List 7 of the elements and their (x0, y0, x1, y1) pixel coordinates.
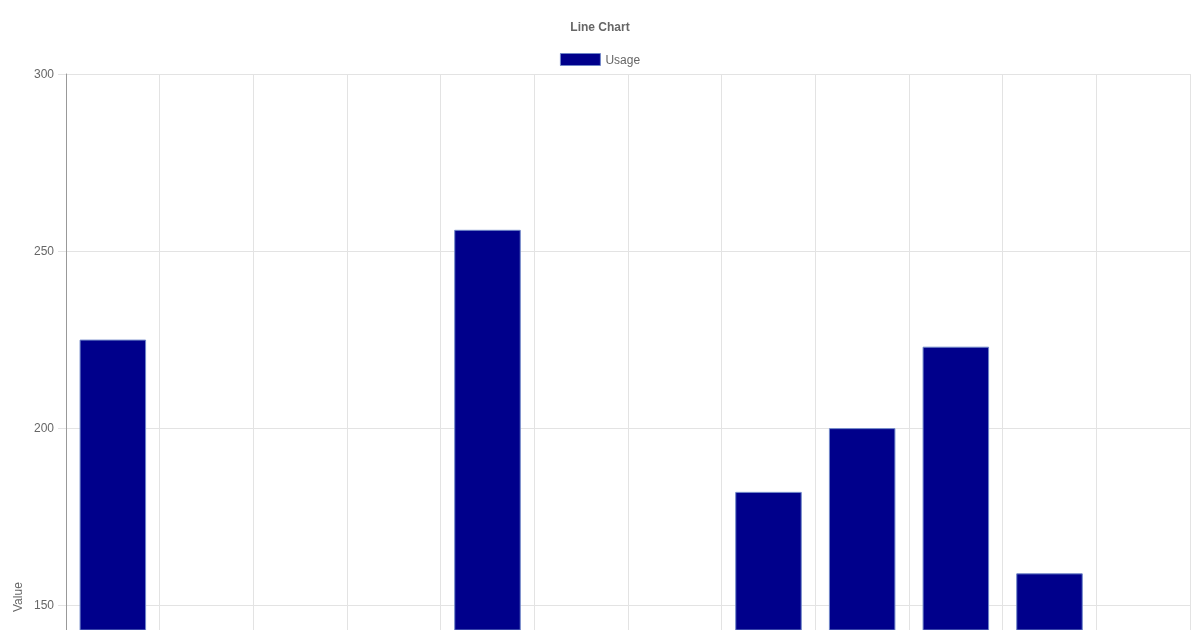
y-tick-label: 300 (33, 67, 55, 81)
y-tick-label: 200 (33, 421, 55, 436)
y-tick-label: 150 (33, 598, 55, 613)
legend-label: Usage (605, 52, 641, 67)
chart-title: Line Chart (570, 20, 630, 34)
y-tick-label: 250 (33, 244, 55, 259)
y-axis-title: Value (11, 581, 25, 612)
